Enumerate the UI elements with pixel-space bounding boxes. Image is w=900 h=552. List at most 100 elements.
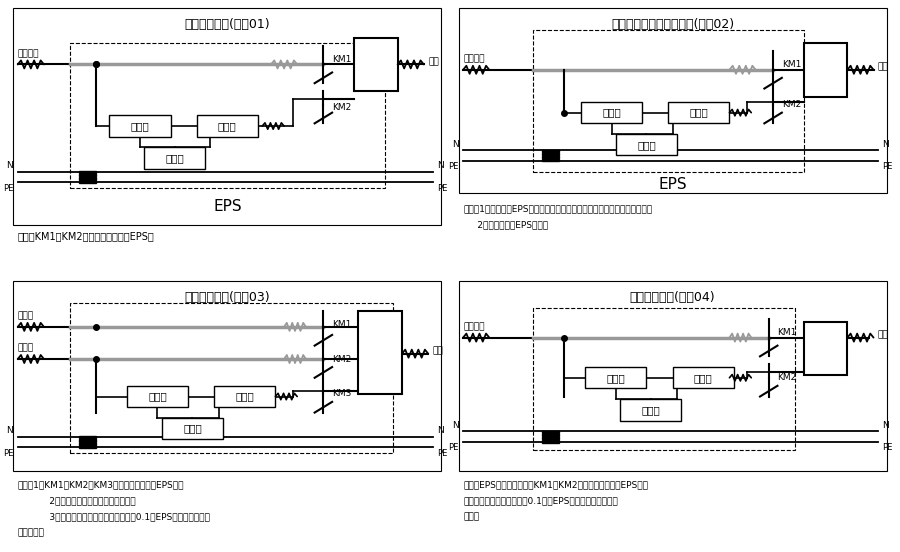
Bar [542,159,559,161]
Bar [162,418,223,439]
Bar [354,38,398,91]
Text: 三相输入: 三相输入 [464,322,484,331]
Text: N: N [436,161,444,170]
Text: 输出: 输出 [878,331,888,339]
Bar [672,367,733,389]
Text: 做第二回路双回路原理图(编号02): 做第二回路双回路原理图(编号02) [611,18,734,31]
Text: 单电源原理图(编号01): 单电源原理图(编号01) [184,18,270,31]
Bar [214,386,275,407]
Bar [542,440,559,443]
Bar [459,282,886,471]
Text: 3、无常用电时，备用电若投入大于0.1秒EPS先投入备用电来: 3、无常用电时，备用电若投入大于0.1秒EPS先投入备用电来 [35,512,210,522]
Text: KM1: KM1 [332,55,352,63]
Text: 逆变器: 逆变器 [694,373,713,383]
Bar [542,156,559,158]
Bar [79,171,96,173]
Text: PE: PE [3,449,14,458]
Bar [542,153,559,155]
Bar [358,311,402,394]
Text: KM2: KM2 [332,103,351,112]
Text: N: N [882,421,889,430]
Text: 逆变器: 逆变器 [689,108,708,118]
Text: PE: PE [436,184,447,193]
Bar [110,115,171,137]
Text: 电池组: 电池组 [642,405,661,415]
Text: N: N [452,140,459,149]
Bar [620,399,681,421]
Bar [542,431,559,433]
Text: 常用点时备用电若投入大于0.1秒，EPS先投入备用电来后再: 常用点时备用电若投入大于0.1秒，EPS先投入备用电来后再 [464,496,617,506]
Text: N: N [882,140,889,149]
Bar [70,43,384,188]
Text: N: N [452,421,459,430]
Text: 充电器: 充电器 [602,108,621,118]
Text: N: N [6,426,14,436]
Text: KM3: KM3 [332,389,352,399]
Text: 三相输入: 三相输入 [18,49,40,58]
Bar [542,437,559,439]
Text: 充电器: 充电器 [607,373,625,383]
Bar [533,308,795,450]
Text: 说明：KM1、KM2为电气机械互锁在EPS内: 说明：KM1、KM2为电气机械互锁在EPS内 [18,231,155,241]
Text: KM1: KM1 [778,328,796,337]
Bar [542,150,559,152]
Text: PE: PE [448,162,459,171]
Bar [669,102,729,123]
Text: N: N [436,426,444,436]
Bar [804,321,847,375]
Text: KM2: KM2 [778,373,796,383]
Text: KM2: KM2 [782,100,801,109]
Text: EPS: EPS [659,177,687,193]
Bar [79,181,96,183]
Text: EPS: EPS [213,199,241,214]
Text: KM1: KM1 [332,320,352,328]
Bar [70,303,393,453]
Text: 说明：1、KM1、KM2、KM3为机械电气互锁在EPS内；: 说明：1、KM1、KM2、KM3为机械电气互锁在EPS内； [18,480,184,490]
Text: 电池组: 电池组 [166,153,184,163]
Bar [144,147,205,169]
Bar [804,43,847,97]
Text: KM1: KM1 [782,60,801,69]
Text: 输出: 输出 [433,347,444,355]
Bar [14,282,441,471]
Text: 常用电: 常用电 [18,312,34,321]
Text: 电池组: 电池组 [183,423,202,434]
Bar [79,446,96,448]
Bar [127,386,188,407]
Bar [79,443,96,445]
Bar [533,30,804,172]
Bar [585,367,646,389]
Bar [79,436,96,438]
Text: N: N [6,161,14,170]
Bar [79,177,96,179]
Bar [459,8,886,193]
Text: 2、充电器可接在备用或常用电上；: 2、充电器可接在备用或常用电上； [35,496,136,506]
Text: KM2: KM2 [332,354,351,364]
Text: 双电源原理图(编号03): 双电源原理图(编号03) [184,291,270,304]
Text: PE: PE [882,443,893,453]
Text: PE: PE [882,162,893,171]
Text: 三相输入: 三相输入 [464,55,484,63]
Text: 充电器: 充电器 [130,121,149,131]
Bar [79,439,96,442]
Bar [581,102,642,123]
Text: 说明：1、此种情况EPS的逆变器在关机状态在无市电时立即开机逆变输出。: 说明：1、此种情况EPS的逆变器在关机状态在无市电时立即开机逆变输出。 [464,205,652,214]
Text: 说明：EPS相当于第三电源KM1、KM2为机械电气互锁在EPS内无: 说明：EPS相当于第三电源KM1、KM2为机械电气互锁在EPS内无 [464,480,648,490]
Bar [14,8,441,225]
Text: 充电器: 充电器 [148,391,166,401]
Text: 逆变器: 逆变器 [218,121,237,131]
Bar [542,434,559,436]
Text: 后再退出。: 后再退出。 [18,529,45,538]
Bar [197,115,258,137]
Text: 输出: 输出 [878,62,888,72]
Text: 2、互投装置在EPS之外。: 2、互投装置在EPS之外。 [464,221,548,230]
Text: 电池组: 电池组 [637,140,656,150]
Bar [79,174,96,177]
Bar [616,134,677,156]
Text: 输出: 输出 [428,57,439,66]
Text: 备用电: 备用电 [18,344,34,353]
Text: PE: PE [448,443,459,453]
Text: 双电源原理图(编号04): 双电源原理图(编号04) [630,291,716,304]
Text: 逆变器: 逆变器 [236,391,254,401]
Text: 退出。: 退出。 [464,512,479,522]
